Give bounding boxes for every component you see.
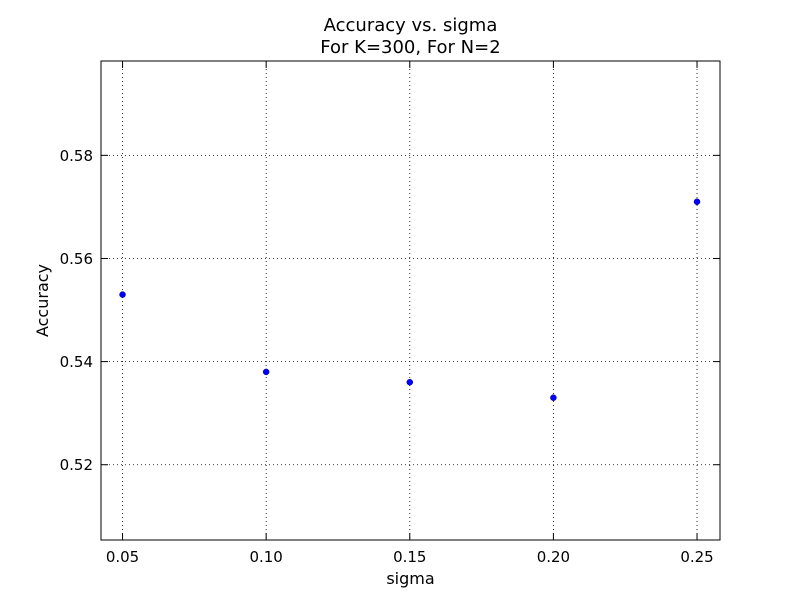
data-point [262, 368, 270, 376]
x-tick-label: 0.05 [106, 548, 139, 566]
y-tick-label: 0.54 [60, 353, 93, 371]
x-tick-label: 0.20 [537, 548, 570, 566]
y-tick-label: 0.56 [60, 250, 93, 268]
ticks-layer: 0.05 0.10 0.15 0.20 0.25 0.52 0.54 0.56 0.58 [60, 61, 720, 566]
points-layer [119, 198, 701, 401]
y-tick-label: 0.52 [60, 456, 93, 474]
y-tick-label: 0.58 [60, 147, 93, 165]
data-point [406, 378, 414, 386]
data-point [550, 394, 557, 401]
chart-subtitle: For K=300, For N=2 [320, 37, 500, 58]
x-tick-label: 0.10 [249, 548, 282, 566]
x-axis-label: sigma [386, 569, 434, 588]
x-tick-label: 0.25 [680, 548, 713, 566]
data-point [693, 198, 701, 206]
x-tick-label: 0.15 [393, 548, 426, 566]
y-axis-label: Accuracy [33, 264, 52, 337]
chart-title: Accuracy vs. sigma [324, 15, 498, 36]
plot-frame [100, 60, 721, 541]
data-point [119, 291, 126, 298]
